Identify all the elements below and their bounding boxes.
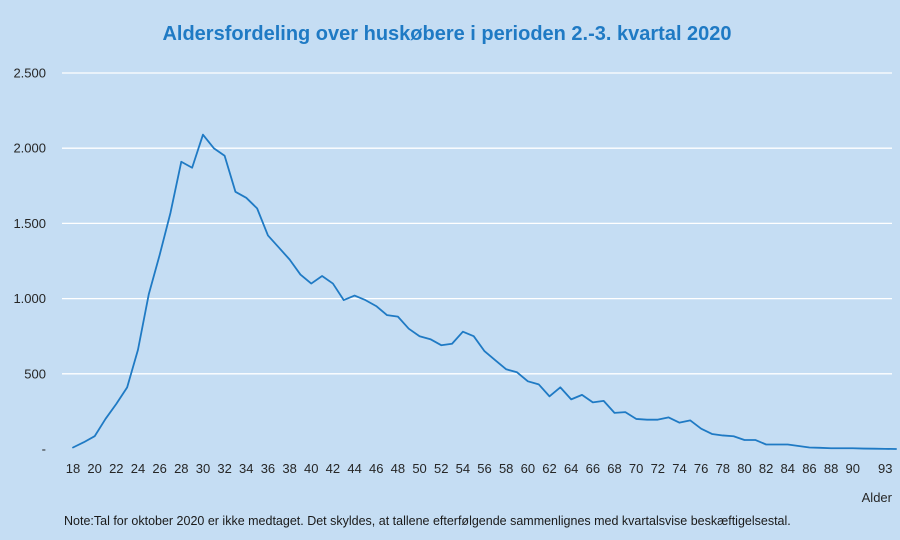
x-tick-label: 38 [282,461,296,476]
x-tick-label: 58 [499,461,513,476]
gridlines [62,72,892,375]
x-tick-label: 62 [542,461,556,476]
x-tick-label: 36 [261,461,275,476]
x-axis-tick-labels: 18 20 22 24 26 28 30 32 34 36 38 40 42 44 46 48 50 52 54 56… [66,461,893,476]
x-tick-label: 93 [878,461,892,476]
x-tick-label: 48 [391,461,405,476]
y-tick-label: 1.000 [13,291,46,306]
x-tick-label: 78 [716,461,730,476]
x-tick-label: 70 [629,461,643,476]
chart-note: Note:Tal for oktober 2020 er ikke medtag… [64,514,791,528]
x-tick-label: 64 [564,461,578,476]
x-tick-label: 24 [131,461,145,476]
x-tick-label: 52 [434,461,448,476]
y-tick-label: - [42,442,46,457]
x-tick-label: 88 [824,461,838,476]
x-tick-label: 66 [586,461,600,476]
x-tick-label: 68 [607,461,621,476]
x-tick-label: 42 [326,461,340,476]
x-tick-label: 84 [781,461,795,476]
x-tick-label: 60 [521,461,535,476]
x-tick-label: 74 [672,461,686,476]
x-tick-label: 56 [477,461,491,476]
x-tick-label: 50 [412,461,426,476]
x-tick-label: 20 [87,461,101,476]
x-tick-label: 22 [109,461,123,476]
x-axis-label: Alder [862,490,893,505]
chart-title: Aldersfordeling over huskøbere i periode… [162,23,731,45]
y-tick-label: 500 [24,366,46,381]
x-tick-label: 18 [66,461,80,476]
x-tick-label: 26 [152,461,166,476]
x-tick-label: 46 [369,461,383,476]
x-tick-label: 44 [347,461,361,476]
x-tick-label: 34 [239,461,253,476]
x-tick-label: 32 [217,461,231,476]
y-tick-label: 2.000 [13,141,46,156]
series-layer [72,133,897,450]
y-tick-label: 2.500 [13,66,46,81]
x-tick-label: 76 [694,461,708,476]
x-tick-label: 40 [304,461,318,476]
y-tick-label: 1.500 [13,216,46,231]
series-line [72,133,897,450]
x-tick-label: 90 [846,461,860,476]
x-tick-label: 86 [802,461,816,476]
x-tick-label: 30 [196,461,210,476]
x-tick-label: 54 [456,461,470,476]
x-tick-label: 28 [174,461,188,476]
x-tick-label: 80 [737,461,751,476]
x-tick-label: 82 [759,461,773,476]
y-axis-tick-labels: - 500 1.000 1.500 2.000 2.500 [13,66,46,457]
x-tick-label: 72 [651,461,665,476]
